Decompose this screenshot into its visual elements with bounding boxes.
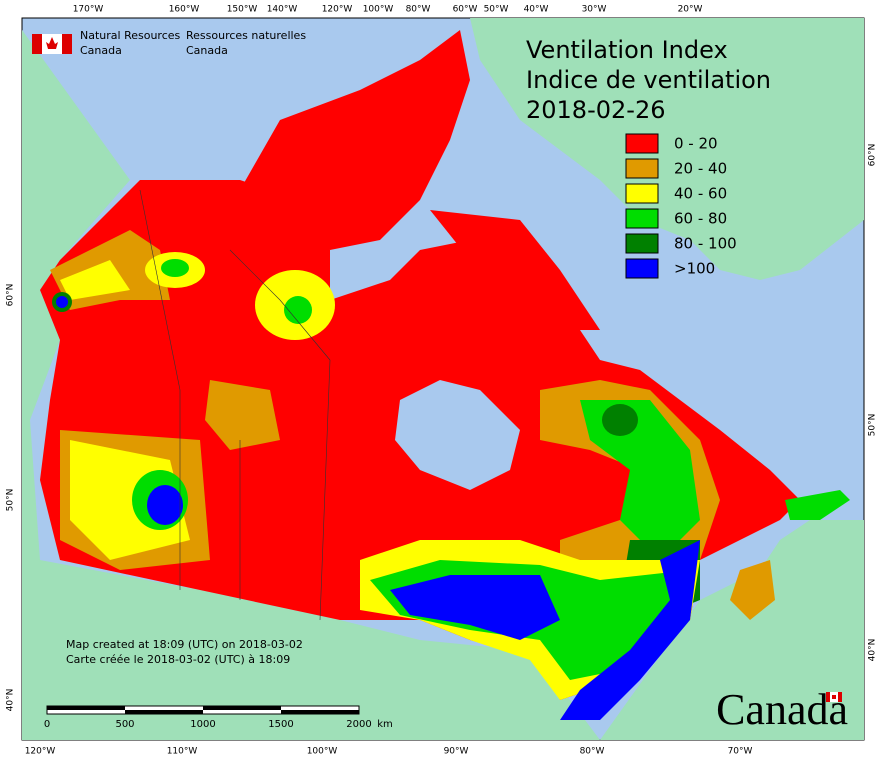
scale-label: 0 [44, 719, 50, 730]
zone-over-100 [390, 575, 560, 640]
longitude-label: 110°W [167, 747, 198, 757]
zone-over-100 [147, 485, 183, 525]
usa-west [22, 30, 600, 740]
legend-swatch [625, 233, 659, 254]
zone-20-40 [205, 380, 280, 450]
zone-20-40 [730, 560, 775, 620]
borders [139, 189, 331, 621]
footer-note: Carte créée le 2018-03-02 (UTC) à 18:09 [66, 653, 290, 666]
legend-swatch [625, 158, 659, 179]
scale-bar [46, 705, 360, 715]
longitude-label: 140°W [267, 5, 298, 15]
agency-en: Canada [80, 44, 122, 57]
zone-over-100 [560, 540, 700, 720]
map-title: 2018-02-26 [526, 96, 665, 124]
longitude-label: 80°W [580, 747, 605, 757]
legend-label: >100 [674, 260, 715, 278]
longitude-label: 160°W [169, 5, 200, 15]
baffin-island [430, 210, 600, 330]
agency-fr: Canada [186, 44, 228, 57]
nrcan-flag [32, 34, 72, 54]
map-title: Indice de ventilation [526, 66, 771, 94]
latitude-label: 60°N [868, 144, 878, 167]
legend-swatch [625, 208, 659, 229]
hudson-bay [395, 380, 520, 490]
longitude-label: 80°W [406, 5, 431, 15]
scale-label: 500 [115, 719, 134, 730]
latitude-label: 60°N [6, 284, 16, 307]
latitude-label: 50°N [868, 414, 878, 437]
legend-label: 60 - 80 [674, 210, 727, 228]
zone-60-80 [785, 490, 850, 520]
scale-label: 1000 [190, 719, 215, 730]
zone-60-80 [284, 296, 312, 324]
zone-80-100 [602, 404, 638, 436]
arctic-islands [240, 30, 470, 250]
zone-60-80 [161, 259, 189, 277]
map-title: Ventilation Index [526, 36, 728, 64]
longitude-label: 40°W [524, 5, 549, 15]
scale-label: 1500 [268, 719, 293, 730]
zone-60-80 [580, 400, 700, 560]
longitude-label: 100°W [363, 5, 394, 15]
legend-label: 80 - 100 [674, 235, 737, 253]
latitude-label: 40°N [6, 689, 16, 712]
longitude-label: 100°W [307, 747, 338, 757]
legend-swatch [625, 133, 659, 154]
footer-note: Map created at 18:09 (UTC) on 2018-03-02 [66, 638, 303, 651]
latitude-label: 50°N [6, 489, 16, 512]
legend-label: 20 - 40 [674, 160, 727, 178]
zone-over-100 [56, 296, 68, 308]
longitude-label: 90°W [444, 747, 469, 757]
usa-east [600, 520, 864, 740]
scale-label: km [377, 719, 393, 730]
legend-label: 40 - 60 [674, 185, 727, 203]
canada-flag-small [826, 692, 842, 702]
greenland [470, 18, 864, 280]
longitude-label: 30°W [582, 5, 607, 15]
longitude-label: 20°W [678, 5, 703, 15]
longitude-label: 60°W [453, 5, 478, 15]
longitude-label: 70°W [728, 747, 753, 757]
agency-fr: Ressources naturelles [186, 29, 306, 42]
longitude-label: 150°W [227, 5, 258, 15]
longitude-label: 170°W [73, 5, 104, 15]
scale-label: 2000 [346, 719, 371, 730]
legend-label: 0 - 20 [674, 135, 718, 153]
wordmark: Canada [716, 685, 848, 734]
latitude-label: 40°N [868, 639, 878, 662]
zone-40-60 [60, 260, 130, 300]
longitude-label: 50°W [484, 5, 509, 15]
legend-swatch [625, 258, 659, 279]
longitude-label: 120°W [25, 747, 56, 757]
legend-swatch [625, 183, 659, 204]
longitude-label: 120°W [322, 5, 353, 15]
agency-en: Natural Resources [80, 29, 181, 42]
